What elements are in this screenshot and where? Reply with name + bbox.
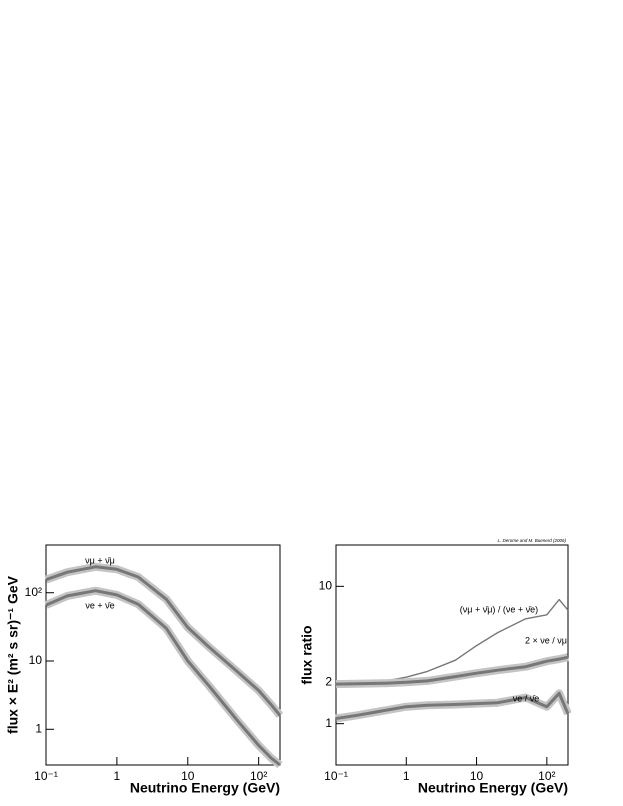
series-label: νμ + ν̄μ: [85, 555, 115, 565]
series-label: νe / ν̄e: [513, 693, 540, 703]
error-band: [44, 562, 284, 718]
x-tick-label: 10²: [538, 769, 555, 783]
y-tick-label: 1: [325, 716, 332, 730]
x-tick-label: 1: [403, 769, 410, 783]
series-label: (νμ + ν̄μ) / (νe + ν̄e): [460, 604, 538, 614]
series-line: [45, 589, 281, 767]
y-axis-label: flux × E² (m² s sr)⁻¹ GeV: [5, 575, 21, 734]
y-tick-label: 1: [35, 721, 42, 735]
y-tick-label: 2: [325, 674, 332, 688]
plot-frame: [45, 544, 281, 766]
x-tick-label: 10²: [250, 769, 267, 783]
x-axis-label: Neutrino Energy (GeV): [130, 780, 280, 796]
x-tick-label: 10⁻¹: [34, 769, 58, 783]
x-tick-label: 10: [181, 769, 195, 783]
series-line: [335, 655, 569, 686]
plot-frame: [335, 544, 569, 766]
series-label: νe + ν̄e: [85, 600, 114, 610]
series-line: [335, 691, 570, 720]
x-axis-label: Neutrino Energy (GeV): [418, 780, 568, 796]
x-tick-label: 10: [470, 769, 484, 783]
y-tick-label: 10: [319, 579, 333, 593]
y-axis-label: flux ratio: [299, 625, 315, 684]
y-tick-label: 10²: [25, 585, 42, 599]
series-label: 2 × νe / νμ: [525, 635, 567, 645]
y-tick-label: 10: [29, 653, 43, 667]
series-line: [45, 565, 282, 717]
x-tick-label: 10⁻¹: [324, 769, 348, 783]
x-tick-label: 1: [114, 769, 121, 783]
credit: L. Derome and M. Buenerd (2006): [497, 538, 566, 543]
